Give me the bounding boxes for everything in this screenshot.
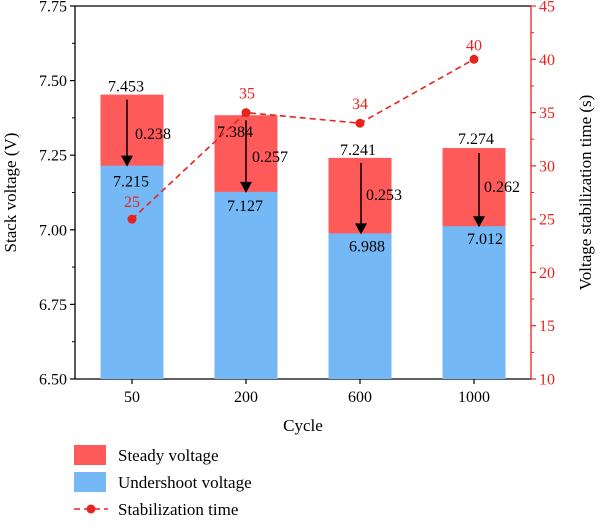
y2-tick-label: 45 xyxy=(539,0,555,16)
legend-label-steady: Steady voltage xyxy=(118,446,219,465)
drop-arrow-head-600 xyxy=(355,223,367,235)
y-tick-label: 7.50 xyxy=(39,73,67,90)
x-tick-label: 1000 xyxy=(458,389,490,406)
x-tick-label: 600 xyxy=(348,389,372,406)
steady-label-200: 7.384 xyxy=(217,124,253,141)
y2-tick-label: 30 xyxy=(539,158,555,175)
y-tick-label: 7.25 xyxy=(39,148,67,165)
stabilization-line xyxy=(127,54,479,224)
legend-swatch-point xyxy=(86,504,96,514)
y2-tick-label: 25 xyxy=(539,212,555,229)
x-axis-title: Cycle xyxy=(283,416,323,435)
stabilization-point-50 xyxy=(127,214,137,224)
axes: 6.50 6.75 7.00 7.25 7.50 7.75 10 15 20 25 30 35 40 45… xyxy=(1,0,595,435)
undershoot-label-600: 6.988 xyxy=(349,238,385,255)
bar-undershoot-1000 xyxy=(442,226,506,379)
drop-arrow-head-1000 xyxy=(473,216,485,228)
data-labels: 7.453 7.384 7.241 7.274 7.215 7.127 6.988 7.012… xyxy=(108,37,520,255)
drop-label-1000: 0.262 xyxy=(484,179,520,196)
y2-tick-label: 15 xyxy=(539,318,555,335)
y2-tick-label: 20 xyxy=(539,265,555,282)
legend-label-stabilization: Stabilization time xyxy=(118,500,238,519)
y2-tick-label: 35 xyxy=(539,105,555,122)
y-tick-label: 7.75 xyxy=(39,0,67,16)
y-tick-label: 6.75 xyxy=(39,297,67,314)
drop-arrow-head-200 xyxy=(240,181,252,193)
steady-label-600: 7.241 xyxy=(340,142,376,159)
legend-swatch-undershoot xyxy=(74,472,106,492)
y2-axis-title: Voltage stabilization time (s) xyxy=(576,95,595,291)
stabilization-line-path xyxy=(131,58,475,220)
drop-label-50: 0.238 xyxy=(135,126,171,143)
x-tick-label: 50 xyxy=(124,389,140,406)
undershoot-label-200: 7.127 xyxy=(227,198,263,215)
undershoot-label-1000: 7.012 xyxy=(467,231,503,248)
steady-label-50: 7.453 xyxy=(108,79,144,96)
stabilization-label-1000: 40 xyxy=(466,37,482,54)
drop-label-200: 0.257 xyxy=(252,149,288,166)
drop-arrows xyxy=(121,99,485,235)
drop-label-600: 0.253 xyxy=(366,187,402,204)
y-tick-label: 7.00 xyxy=(39,222,67,239)
legend: Steady voltage Undershoot voltage Stabiliz… xyxy=(74,445,252,519)
bar-undershoot-50 xyxy=(100,165,164,379)
stabilization-label-50: 25 xyxy=(124,194,140,211)
y2-tick-label: 10 xyxy=(539,372,555,389)
steady-label-1000: 7.274 xyxy=(458,131,494,148)
stabilization-label-200: 35 xyxy=(239,86,255,103)
stabilization-point-200 xyxy=(241,108,251,118)
stabilization-point-600 xyxy=(355,118,365,128)
y-tick-label: 6.50 xyxy=(39,372,67,389)
y-axis-title: Stack voltage (V) xyxy=(1,133,20,253)
x-tick-label: 200 xyxy=(234,389,258,406)
stabilization-point-1000 xyxy=(469,54,479,64)
stabilization-label-600: 34 xyxy=(352,96,368,113)
bar-undershoot-200 xyxy=(214,191,278,379)
y2-tick-label: 40 xyxy=(539,52,555,69)
legend-swatch-steady xyxy=(74,445,106,465)
undershoot-label-50: 7.215 xyxy=(113,174,149,191)
bar-undershoot-600 xyxy=(328,233,392,379)
drop-arrow-head-50 xyxy=(121,155,133,167)
legend-label-undershoot: Undershoot voltage xyxy=(118,473,252,492)
